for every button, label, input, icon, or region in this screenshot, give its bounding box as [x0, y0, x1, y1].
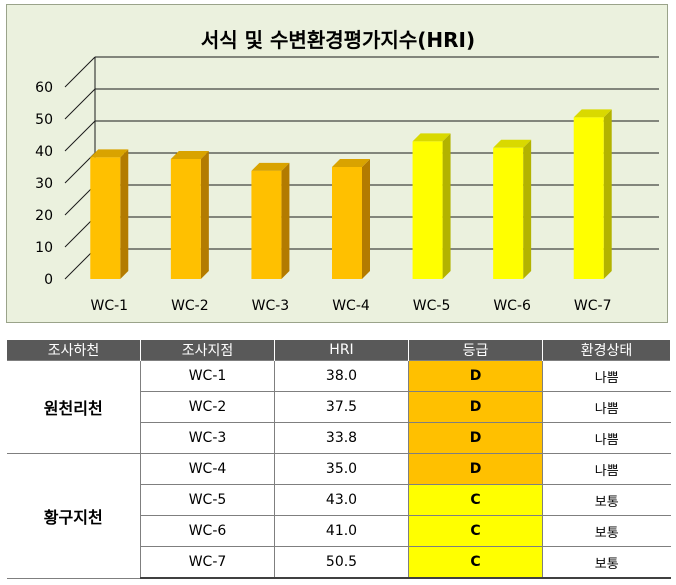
grade-cell: D [408, 391, 543, 423]
x-tick-label: WC-2 [171, 298, 209, 314]
bar [170, 159, 201, 279]
x-tick-label: WC-4 [332, 298, 370, 314]
bar [493, 147, 524, 279]
hri-cell: 35.0 [274, 453, 409, 485]
chart-title: 서식 및 수변환경평가지수(HRI) [201, 28, 475, 52]
bar-top [170, 151, 209, 159]
grade-cell: C [408, 546, 543, 579]
bar [90, 157, 121, 279]
bar-side [523, 139, 532, 279]
bar-top [493, 139, 532, 148]
y-tick-label: 30 [35, 176, 53, 192]
header-status: 환경상태 [542, 340, 671, 361]
site-cell: WC-4 [140, 453, 275, 485]
table-row: WC-5 43.0 C 보통 [7, 484, 671, 516]
x-tick-label: WC-6 [493, 298, 531, 314]
y-tick-label: 0 [44, 272, 53, 288]
hri-bar-chart: 서식 및 수변환경평가지수(HRI) 0 10 20 30 40 50 60 WC-1 WC-2 W… [35, 28, 659, 314]
header-grade: 등급 [408, 340, 543, 361]
bar-side [120, 149, 129, 279]
bar-side [281, 162, 290, 279]
header-hri: HRI [274, 340, 409, 361]
site-cell: WC-3 [140, 422, 275, 454]
bar [251, 170, 282, 279]
bar-top [412, 133, 451, 142]
bar [412, 141, 443, 279]
hri-cell: 33.8 [274, 422, 409, 454]
bar-top [251, 162, 290, 171]
grade-cell: D [408, 422, 543, 454]
x-tick-label: WC-3 [252, 298, 290, 314]
y-tick-label: 40 [35, 144, 53, 160]
y-tick-label: 10 [35, 240, 53, 256]
y-tick-label: 50 [35, 112, 53, 128]
header-site: 조사지점 [140, 340, 275, 361]
bar-side [603, 109, 612, 280]
status-cell: 보통 [542, 484, 671, 516]
hri-cell: 38.0 [274, 360, 409, 392]
grid-diagonal [64, 56, 96, 88]
stream-name: 황구지천 [6, 453, 141, 579]
header-stream: 조사하천 [6, 340, 141, 361]
grade-cell: C [408, 484, 543, 516]
site-cell: WC-1 [140, 360, 275, 392]
site-cell: WC-2 [140, 391, 275, 423]
hri-cell: 50.5 [274, 546, 409, 579]
chart-panel: 서식 및 수변환경평가지수(HRI) 0 10 20 30 40 50 60 WC-1 WC-2 W… [6, 4, 668, 323]
table-row: WC-3 33.8 D 나쁨 [7, 422, 671, 454]
bar-side [362, 159, 370, 279]
status-cell: 나쁨 [542, 422, 671, 454]
stream-name: 원천리천 [6, 360, 141, 454]
hri-table: 조사하천 조사지점 HRI 등급 환경상태 원천리천 WC-1 38.0 D 나… [6, 340, 671, 579]
grid-diagonal [64, 88, 96, 120]
y-tick-label: 60 [35, 80, 53, 96]
bar-side [442, 133, 451, 279]
bar-top [90, 149, 129, 158]
hri-cell: 41.0 [274, 515, 409, 547]
grid-diagonal [64, 216, 96, 248]
y-tick-label: 20 [35, 208, 53, 224]
status-cell: 나쁨 [542, 453, 671, 485]
table-row: 황구지천 WC-4 35.0 D 나쁨 [6, 453, 671, 579]
grid-diagonal [64, 184, 96, 216]
grid-diagonal [64, 248, 96, 280]
grid-diagonal [64, 152, 96, 184]
hri-cell: 37.5 [274, 391, 409, 423]
x-tick-label: WC-1 [90, 298, 128, 314]
site-cell: WC-7 [140, 546, 275, 579]
status-cell: 나쁨 [542, 360, 671, 392]
bar-top [573, 109, 612, 118]
table-row: WC-7 50.5 C 보통 [7, 546, 671, 579]
status-cell: 나쁨 [542, 391, 671, 423]
site-cell: WC-5 [140, 484, 275, 516]
x-tick-label: WC-5 [413, 298, 451, 314]
bar-side [200, 151, 209, 279]
table-row: WC-6 41.0 C 보통 [7, 515, 671, 547]
hri-cell: 43.0 [274, 484, 409, 516]
table-header-row: 조사하천 조사지점 HRI 등급 환경상태 [6, 340, 671, 361]
grade-cell: D [408, 360, 543, 392]
grade-cell: C [408, 515, 543, 547]
status-cell: 보통 [542, 546, 671, 579]
status-cell: 보통 [542, 515, 671, 547]
bar-top [332, 159, 370, 167]
grid-diagonal [64, 120, 96, 152]
grade-cell: D [408, 453, 543, 485]
table-row: 원천리천 WC-1 38.0 D 나쁨 [6, 360, 671, 454]
x-tick-label: WC-7 [574, 298, 612, 314]
bar [332, 167, 362, 279]
site-cell: WC-6 [140, 515, 275, 547]
bar [573, 117, 604, 280]
